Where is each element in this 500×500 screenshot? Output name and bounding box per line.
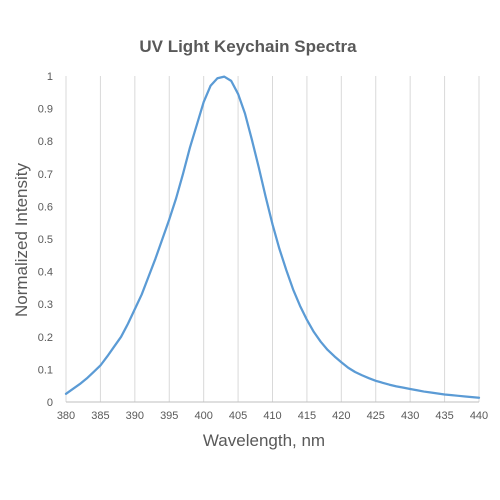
y-tick-labels: 0 0.1 0.2 0.3 0.4 0.5 0.6 0.7 0.8 0.9 1: [38, 71, 53, 409]
series-layer: [64, 75, 481, 399]
x-tick-labels: 380 385 390 395 400 405 410 415 420 425 430 435 440: [57, 410, 488, 422]
x-tick-label-395: 395: [160, 410, 178, 422]
x-tick-label-420: 420: [332, 410, 350, 422]
y-tick-label-0.1: 0.1: [38, 364, 53, 376]
x-tick-label-390: 390: [126, 410, 144, 422]
series-line-0: [64, 75, 481, 399]
x-tick-label-415: 415: [298, 410, 316, 422]
x-tick-label-385: 385: [91, 410, 109, 422]
x-tick-label-440: 440: [470, 410, 488, 422]
gridlines: [65, 76, 480, 402]
x-axis-title: Wavelength, nm: [203, 431, 325, 450]
y-tick-label-0.4: 0.4: [38, 267, 53, 279]
y-tick-label-0.7: 0.7: [38, 169, 53, 181]
x-tick-label-430: 430: [401, 410, 419, 422]
x-tick-label-435: 435: [435, 410, 453, 422]
x-tick-label-380: 380: [57, 410, 75, 422]
y-tick-label-0.2: 0.2: [38, 332, 53, 344]
y-axis-title: Normalized Intensity: [12, 163, 31, 318]
y-tick-label-0.5: 0.5: [38, 234, 53, 246]
chart-title: UV Light Keychain Spectra: [139, 37, 357, 56]
y-tick-label-0.3: 0.3: [38, 299, 53, 311]
x-tick-label-400: 400: [194, 410, 212, 422]
x-tick-label-425: 425: [367, 410, 385, 422]
y-tick-label-0.8: 0.8: [38, 136, 53, 148]
x-tick-label-405: 405: [229, 410, 247, 422]
x-tick-label-410: 410: [263, 410, 281, 422]
y-tick-label-0.9: 0.9: [38, 104, 53, 116]
y-tick-label-0.6: 0.6: [38, 201, 53, 213]
y-tick-label-1: 1: [47, 71, 53, 83]
y-tick-label-0: 0: [47, 397, 53, 409]
